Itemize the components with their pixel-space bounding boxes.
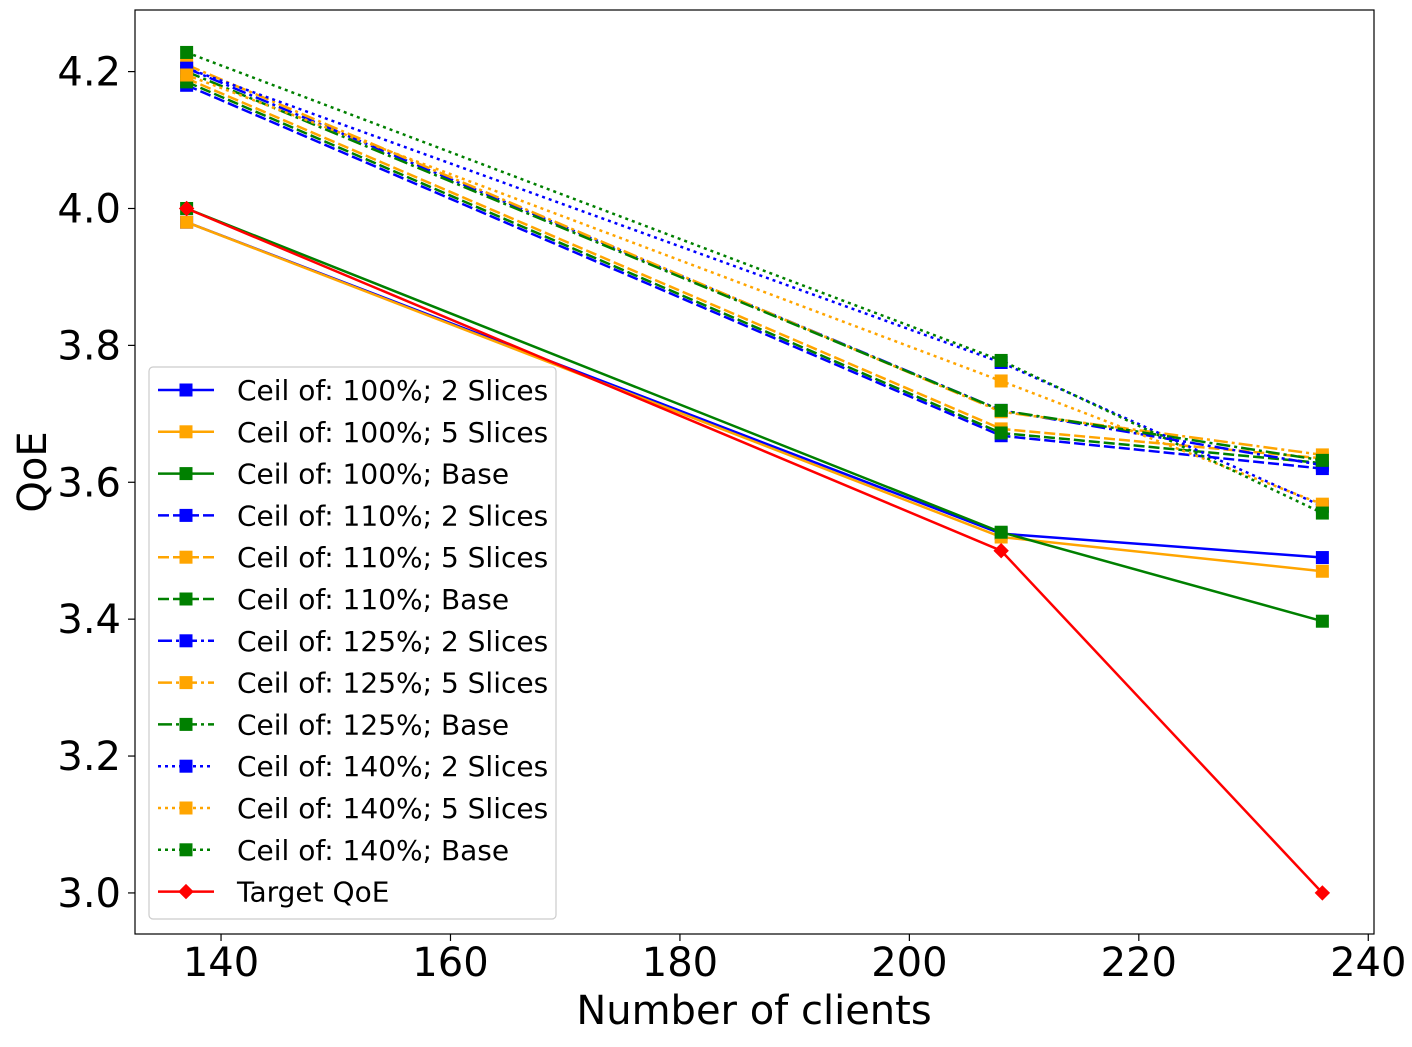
legend-marker	[179, 676, 193, 690]
x-axis-ticks: 140 160 180 200 220 240	[183, 934, 1406, 986]
legend-item: Ceil of: 100%; 5 Slices	[158, 416, 548, 449]
y-axis-ticks: 3.0 3.2 3.4 3.6 3.8 4.0 4.2	[57, 50, 135, 917]
data-point	[178, 200, 195, 217]
y-tick-label: 4.2	[57, 50, 121, 96]
data-point	[1315, 614, 1329, 628]
data-point	[1315, 453, 1329, 467]
x-tick-label: 140	[183, 940, 259, 986]
legend-frame	[148, 366, 557, 920]
legend: Ceil of: 100%; 2 Slices Ceil of: 100%; 5 …	[148, 366, 557, 920]
legend-marker	[179, 759, 193, 773]
legend-label: Ceil of: 100%; 2 Slices	[237, 374, 548, 407]
legend-marker	[179, 508, 193, 522]
legend-marker	[179, 467, 193, 481]
y-tick-label: 3.4	[57, 597, 121, 643]
y-tick-label: 4.0	[57, 186, 121, 232]
y-tick-label: 3.0	[57, 871, 121, 917]
legend-label: Ceil of: 110%; 2 Slices	[237, 499, 548, 532]
data-point	[994, 403, 1008, 417]
legend-label: Ceil of: 125%; Base	[237, 708, 509, 741]
series-group	[180, 45, 1329, 520]
legend-item: Ceil of: 140%; 2 Slices	[158, 750, 548, 783]
plot-frame	[134, 9, 1375, 935]
series-group	[178, 200, 1331, 901]
legend-item: Ceil of: 140%; Base	[158, 834, 509, 867]
legend-items: Ceil of: 100%; 2 Slices Ceil of: 100%; 5 …	[158, 374, 548, 909]
series-line	[186, 67, 1323, 508]
legend-label: Ceil of: 140%; 5 Slices	[237, 792, 548, 825]
data-point	[180, 68, 194, 82]
y-axis-label: QoE	[10, 431, 56, 512]
x-tick-label: 200	[871, 940, 947, 986]
legend-item: Ceil of: 125%; 2 Slices	[158, 625, 548, 658]
legend-label: Target QoE	[236, 876, 389, 909]
data-point	[180, 215, 194, 229]
legend-marker	[178, 883, 194, 900]
legend-item: Ceil of: 110%; Base	[158, 583, 509, 616]
legend-marker	[179, 801, 193, 815]
legend-item: Target QoE	[158, 876, 389, 909]
legend-marker	[179, 717, 193, 731]
data-point	[994, 426, 1008, 440]
legend-item: Ceil of: 140%; 5 Slices	[158, 792, 548, 825]
y-tick-label: 3.8	[57, 323, 121, 369]
y-tick-label: 3.2	[57, 734, 121, 780]
x-tick-label: 160	[412, 940, 488, 986]
x-tick-label: 240	[1330, 940, 1406, 986]
legend-item: Ceil of: 100%; 2 Slices	[158, 374, 548, 407]
legend-marker	[179, 425, 193, 439]
data-point	[993, 543, 1009, 559]
data-point	[994, 525, 1008, 539]
legend-item: Ceil of: 110%; 5 Slices	[158, 541, 548, 574]
legend-marker	[179, 383, 193, 397]
legend-label: Ceil of: 100%; Base	[237, 458, 509, 491]
x-axis-label: Number of clients	[576, 988, 931, 1034]
data-point	[1315, 506, 1329, 520]
legend-marker	[179, 550, 193, 564]
legend-item: Ceil of: 100%; Base	[158, 458, 509, 491]
data-point	[1315, 551, 1329, 565]
x-tick-label: 220	[1101, 940, 1177, 986]
legend-label: Ceil of: 140%; Base	[237, 834, 509, 867]
legend-marker	[179, 843, 193, 857]
legend-label: Ceil of: 125%; 5 Slices	[237, 667, 548, 700]
legend-label: Ceil of: 110%; Base	[237, 583, 509, 616]
legend-label: Ceil of: 100%; 5 Slices	[237, 416, 548, 449]
legend-item: Ceil of: 110%; 2 Slices	[158, 499, 548, 532]
data-point	[1315, 564, 1329, 578]
legend-label: Ceil of: 110%; 5 Slices	[237, 541, 548, 574]
data-point	[180, 45, 194, 59]
data-point	[1314, 885, 1331, 901]
legend-item: Ceil of: 125%; 5 Slices	[158, 667, 548, 700]
y-tick-label: 3.6	[57, 460, 121, 506]
legend-item: Ceil of: 125%; Base	[158, 708, 509, 741]
legend-marker	[179, 634, 193, 648]
legend-label: Ceil of: 125%; 2 Slices	[237, 625, 548, 658]
data-point	[994, 374, 1008, 388]
series-layer	[178, 45, 1331, 901]
legend-label: Ceil of: 140%; 2 Slices	[237, 750, 548, 783]
data-point	[994, 353, 1008, 367]
x-tick-label: 180	[642, 940, 718, 986]
legend-marker	[179, 592, 193, 606]
